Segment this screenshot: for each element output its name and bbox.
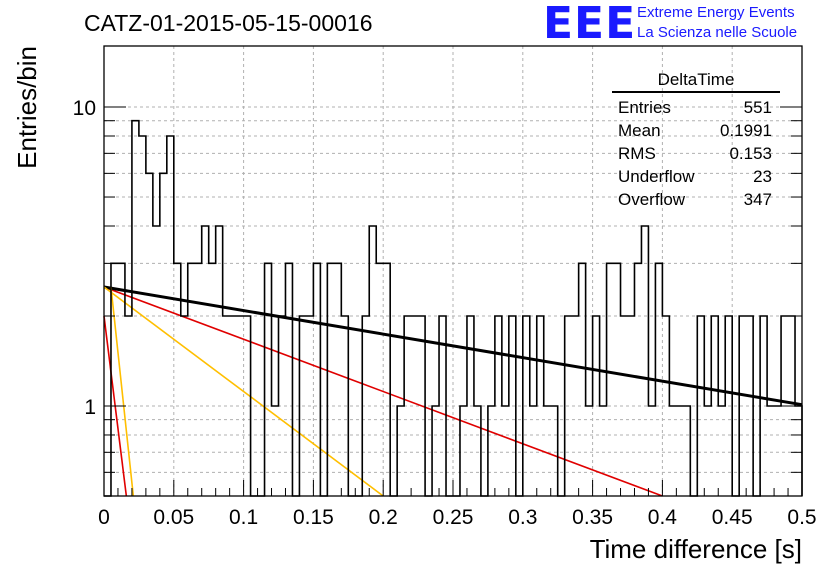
stats-label: Overflow <box>618 190 686 209</box>
eee-logo: EEE Extreme Energy Events La Scienza nel… <box>543 0 833 49</box>
stats-row-rms: RMS 0.153 <box>612 142 780 165</box>
fit-line-orange <box>103 286 384 497</box>
stats-row-underflow: Underflow 23 <box>612 165 780 188</box>
fit-layer <box>103 285 803 497</box>
stats-row-overflow: Overflow 347 <box>612 188 780 211</box>
stats-row-entries: Entries 551 <box>612 96 780 119</box>
axis-layer <box>103 45 803 497</box>
logo-line-2: La Scienza nelle Scuole <box>637 24 798 41</box>
x-tick-label: 0.1 <box>229 506 258 529</box>
label-layer: 0 0.05 0.1 0.15 0.2 0.25 0.3 0.35 0.4 0.45 0.5 1 10 T… <box>12 46 817 564</box>
x-tick-label: 0.4 <box>648 506 678 529</box>
plot-title: CATZ-01-2015-05-15-00016 <box>84 10 373 36</box>
stats-label: Underflow <box>618 167 695 186</box>
stats-value: 0.153 <box>729 144 772 163</box>
x-tick-label: 0.05 <box>153 506 194 529</box>
grid-layer <box>104 46 802 496</box>
fit-line-black <box>103 285 803 407</box>
histogram-layer <box>104 119 803 497</box>
x-tick-label: 0 <box>98 506 110 529</box>
x-axis-label: Time difference [s] <box>590 534 802 564</box>
x-tick-label: 0.35 <box>572 506 613 529</box>
y-axis-label: Entries/bin <box>12 46 42 169</box>
stats-label: Entries <box>618 98 671 117</box>
stats-row-mean: Mean 0.1991 <box>612 119 780 142</box>
x-tick-label: 0.15 <box>293 506 334 529</box>
x-tick-label: 0.25 <box>433 506 474 529</box>
x-tick-label: 0.45 <box>712 506 753 529</box>
stats-box: DeltaTime Entries 551 Mean 0.1991 RMS 0.… <box>612 70 780 211</box>
stats-value: 0.1991 <box>720 121 772 140</box>
x-tick-label: 0.2 <box>369 506 398 529</box>
x-tick-label: 0.3 <box>508 506 537 529</box>
fit-line-red <box>103 286 663 497</box>
stats-value: 347 <box>743 190 772 209</box>
histogram-outline <box>104 119 803 497</box>
stats-value: 551 <box>743 98 772 117</box>
logo-line-1: Extreme Energy Events <box>637 4 795 21</box>
logo-letters: EEE <box>543 0 637 49</box>
x-tick-label: 0.5 <box>787 506 816 529</box>
y-tick-label: 1 <box>84 396 96 419</box>
stats-label: Mean <box>618 121 661 140</box>
y-tick-label: 10 <box>73 97 96 120</box>
stats-title: DeltaTime <box>612 70 780 93</box>
stats-value: 23 <box>753 167 772 186</box>
stats-label: RMS <box>618 144 656 163</box>
fit-line-orange-steep <box>110 286 135 497</box>
